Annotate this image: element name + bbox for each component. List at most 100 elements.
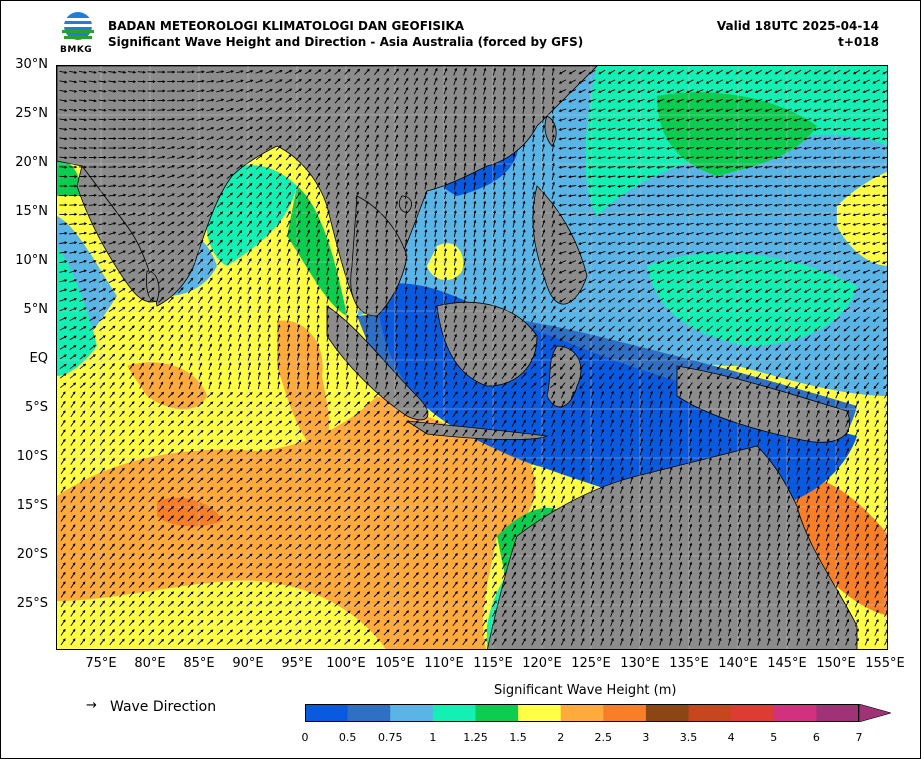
wave-direction-arrow	[463, 324, 467, 333]
wave-direction-arrow	[443, 153, 448, 162]
wave-direction-arrow	[747, 390, 751, 399]
wave-direction-arrow	[295, 163, 301, 171]
wave-direction-arrow	[414, 248, 418, 257]
wave-direction-arrow	[197, 524, 204, 531]
wave-direction-arrow	[127, 70, 137, 74]
wave-direction-arrow	[128, 543, 135, 550]
wave-direction-arrow	[78, 108, 88, 112]
wave-direction-arrow	[698, 466, 702, 475]
wave-direction-arrow	[639, 390, 644, 399]
wave-direction-arrow	[442, 524, 448, 532]
wave-direction-arrow	[422, 610, 429, 617]
wave-direction-arrow	[871, 203, 881, 207]
wave-direction-arrow	[727, 580, 732, 589]
wave-direction-arrow	[246, 411, 253, 417]
wave-direction-arrow	[493, 172, 496, 181]
wave-direction-arrow	[168, 296, 174, 303]
wave-direction-arrow	[656, 108, 665, 112]
wave-direction-arrow	[137, 99, 146, 103]
wave-direction-arrow	[724, 146, 733, 150]
wave-direction-arrow	[657, 335, 664, 342]
wave-direction-arrow	[608, 325, 615, 332]
wave-direction-arrow	[167, 240, 175, 246]
wave-direction-arrow	[577, 232, 587, 236]
wave-direction-arrow	[853, 335, 860, 342]
wave-direction-arrow	[600, 599, 605, 608]
wave-direction-arrow	[177, 448, 184, 455]
wave-direction-arrow	[297, 343, 301, 352]
wave-direction-arrow	[796, 523, 800, 532]
wave-direction-arrow	[178, 315, 184, 323]
wave-direction-arrow	[453, 267, 457, 276]
wave-direction-arrow	[656, 260, 665, 265]
wave-direction-arrow	[384, 96, 389, 104]
wave-direction-arrow	[354, 439, 361, 446]
wave-direction-arrow	[512, 77, 516, 86]
wave-direction-arrow	[108, 278, 117, 284]
wave-direction-arrow	[862, 222, 871, 226]
wave-direction-arrow	[335, 219, 340, 228]
wave-direction-arrow	[725, 89, 733, 94]
wave-direction-arrow	[238, 381, 242, 390]
wave-direction-arrow	[813, 288, 821, 293]
wave-direction-arrow	[108, 118, 117, 122]
wave-direction-arrow	[60, 419, 66, 427]
wave-direction-arrow	[727, 533, 732, 542]
wave-direction-arrow	[373, 420, 380, 427]
wave-direction-arrow	[226, 553, 233, 560]
wave-direction-arrow	[854, 514, 859, 522]
wave-direction-arrow	[669, 485, 673, 494]
wave-direction-arrow	[646, 194, 655, 198]
wave-direction-arrow	[706, 307, 713, 313]
wave-direction-arrow	[255, 69, 264, 74]
wave-direction-arrow	[669, 457, 673, 466]
wave-direction-arrow	[521, 324, 526, 332]
wave-direction-arrow	[246, 229, 252, 237]
wave-direction-arrow	[521, 419, 526, 427]
wave-direction-arrow	[845, 466, 850, 475]
wave-direction-arrow	[805, 382, 811, 390]
wave-direction-arrow	[551, 134, 555, 143]
wave-direction-arrow	[598, 344, 605, 351]
wave-direction-arrow	[646, 222, 655, 226]
wave-direction-arrow	[803, 278, 812, 284]
wave-direction-arrow	[433, 343, 438, 352]
wave-direction-arrow	[176, 79, 186, 83]
wave-direction-arrow	[336, 286, 340, 295]
wave-direction-arrow	[177, 391, 184, 398]
wave-direction-arrow	[590, 485, 595, 494]
wave-direction-arrow	[638, 372, 644, 380]
wave-direction-arrow	[842, 118, 851, 122]
wave-direction-arrow	[137, 136, 146, 140]
wave-direction-arrow	[404, 181, 408, 190]
wave-direction-arrow	[216, 410, 224, 417]
wave-direction-arrow	[825, 504, 830, 513]
wave-direction-arrow	[568, 165, 577, 169]
wave-direction-arrow	[265, 487, 273, 493]
wave-direction-arrow	[491, 410, 497, 418]
wave-direction-arrow	[727, 457, 732, 466]
wave-direction-arrow	[688, 447, 693, 456]
wave-direction-arrow	[246, 210, 253, 218]
wave-direction-arrow	[383, 505, 390, 512]
wave-direction-arrow	[705, 165, 714, 169]
wave-direction-arrow	[99, 391, 105, 399]
wave-direction-arrow	[744, 184, 753, 188]
wave-direction-arrow	[560, 523, 565, 532]
wave-direction-arrow	[541, 476, 546, 484]
wave-direction-arrow	[705, 69, 714, 75]
wave-direction-arrow	[864, 523, 869, 532]
wave-direction-arrow	[747, 495, 751, 504]
wave-direction-arrow	[207, 267, 213, 275]
wave-direction-arrow	[854, 590, 859, 598]
wave-direction-arrow	[607, 232, 616, 236]
wave-direction-arrow	[167, 600, 175, 607]
wave-direction-arrow	[344, 610, 351, 617]
wave-direction-arrow	[716, 316, 723, 322]
wave-direction-arrow	[531, 457, 536, 465]
wave-direction-arrow	[206, 79, 215, 83]
wave-direction-arrow	[395, 257, 398, 266]
wave-direction-arrow	[275, 582, 283, 588]
wave-direction-arrow	[550, 305, 556, 313]
wave-direction-arrow	[237, 333, 242, 342]
